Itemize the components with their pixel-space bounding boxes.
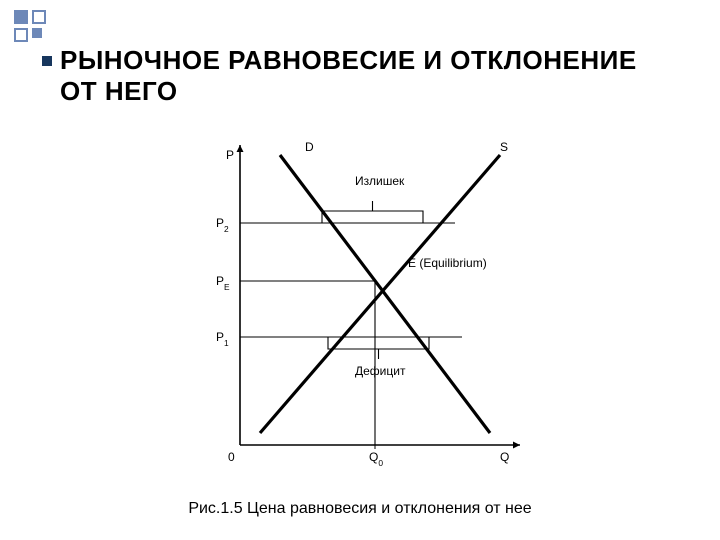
q0-label: Q0 <box>369 450 383 468</box>
equilibrium-label: E (Equilibrium) <box>408 256 487 270</box>
decor-box <box>14 28 28 42</box>
y-axis-arrow <box>237 145 244 152</box>
decor-box <box>32 10 46 24</box>
title-bullet <box>42 56 52 66</box>
demand-curve <box>280 155 490 433</box>
price-label-p2: P2 <box>216 216 229 234</box>
demand-label: D <box>305 140 314 154</box>
figure-caption: Рис.1.5 Цена равновесия и отклонения от … <box>0 500 720 518</box>
decor-box <box>14 10 28 24</box>
corner-decoration <box>14 10 54 50</box>
slide: РЫНОЧНОЕ РАВНОВЕСИЕ И ОТКЛОНЕНИЕ ОТ НЕГО… <box>0 0 720 540</box>
diagram-svg: PQ0Q0DSE (Equilibrium)P2ИзлишекPEP1Дефиц… <box>200 145 560 475</box>
origin-label: 0 <box>228 450 235 464</box>
bracket-p2 <box>322 201 423 223</box>
slide-title: РЫНОЧНОЕ РАВНОВЕСИЕ И ОТКЛОНЕНИЕ ОТ НЕГО <box>60 45 680 107</box>
y-axis-label: P <box>226 148 234 162</box>
annotation-p2: Излишек <box>355 174 405 188</box>
supply-curve <box>260 155 500 433</box>
supply-demand-diagram: PQ0Q0DSE (Equilibrium)P2ИзлишекPEP1Дефиц… <box>200 145 560 505</box>
x-axis-arrow <box>513 442 520 449</box>
supply-label: S <box>500 140 508 154</box>
decor-box <box>32 28 42 38</box>
bracket-p1 <box>328 337 429 359</box>
price-label-pe: PE <box>216 274 230 292</box>
annotation-p1: Дефицит <box>355 364 406 378</box>
price-label-p1: P1 <box>216 330 229 348</box>
x-axis-label: Q <box>500 450 509 464</box>
